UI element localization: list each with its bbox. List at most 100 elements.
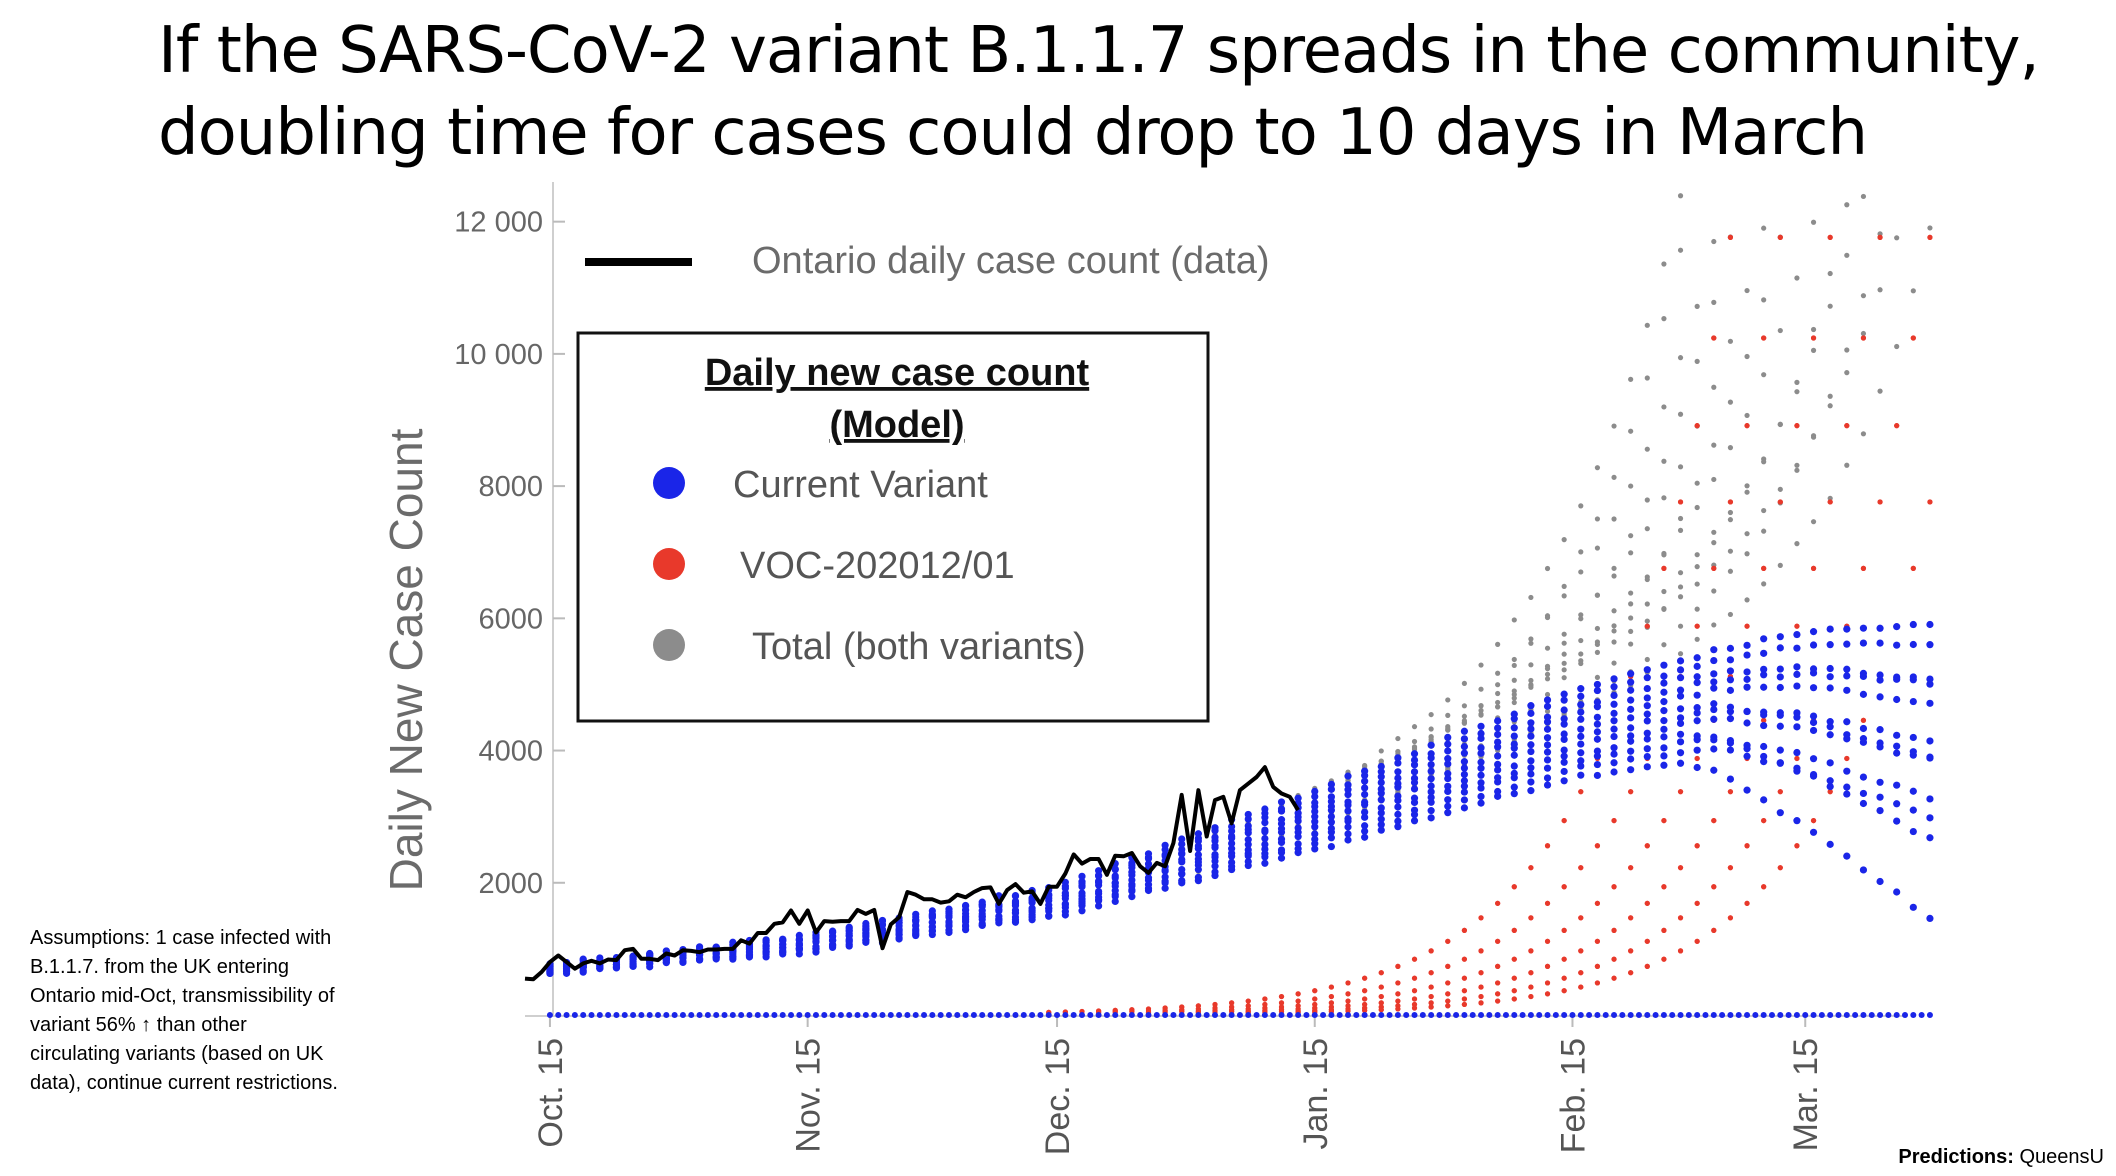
voc-point <box>1594 938 1601 944</box>
voc-point <box>1328 993 1334 1000</box>
voc-point <box>1445 980 1451 986</box>
current-variant-point <box>1527 719 1535 727</box>
voc-point <box>1578 970 1584 976</box>
current-variant-point <box>1660 733 1668 741</box>
total-point <box>1661 588 1667 595</box>
credit-value: QueensU <box>2019 1146 2105 1168</box>
total-point <box>1544 676 1551 682</box>
baseline-point <box>1926 1012 1933 1018</box>
voc-point <box>1727 865 1734 871</box>
y-tick-label: 8000 <box>478 471 543 503</box>
voc-point <box>1694 938 1700 944</box>
current-variant-point <box>1460 749 1468 757</box>
current-variant-point <box>1144 860 1153 868</box>
current-variant-point <box>1560 758 1568 766</box>
baseline-point <box>1095 1012 1102 1018</box>
current-variant-point <box>1361 767 1369 775</box>
total-point <box>1727 548 1734 554</box>
baseline-point <box>1369 1012 1376 1018</box>
current-variant-point <box>1394 810 1402 818</box>
current-variant-point <box>1760 665 1768 673</box>
current-variant-point <box>1876 726 1884 734</box>
total-point <box>1694 581 1700 587</box>
current-variant-point <box>1893 781 1901 789</box>
current-variant-point <box>1577 732 1585 741</box>
current-variant-point <box>1876 793 1884 801</box>
current-variant-point <box>1261 840 1269 849</box>
current-variant-point <box>1277 798 1286 806</box>
voc-point <box>1362 1007 1368 1013</box>
current-variant-point <box>1211 824 1219 832</box>
current-variant-point <box>1527 741 1535 749</box>
total-point <box>1511 695 1517 701</box>
current-variant-point <box>1776 665 1784 673</box>
current-variant-point <box>1361 813 1369 821</box>
baseline-point <box>987 1012 994 1018</box>
baseline-point <box>663 1012 670 1018</box>
current-variant-point <box>1643 752 1651 761</box>
total-point <box>1744 551 1750 557</box>
current-variant-point <box>1111 897 1119 905</box>
current-variant-point <box>1743 675 1751 683</box>
baseline-point <box>605 1012 612 1018</box>
total-point <box>1594 674 1601 681</box>
baseline-point <box>1511 1012 1518 1018</box>
total-point <box>1661 642 1667 648</box>
current-variant-point <box>1311 835 1319 843</box>
baseline-point <box>1802 1012 1809 1018</box>
current-variant-point <box>1394 817 1402 825</box>
current-variant-point <box>1477 771 1485 779</box>
baseline-point <box>1270 1012 1277 1018</box>
current-variant-point <box>1311 830 1319 838</box>
voc-point <box>1628 789 1634 795</box>
current-variant-point <box>1760 752 1768 761</box>
total-point <box>1727 338 1734 344</box>
voc-point <box>1860 717 1867 723</box>
voc-point <box>1461 975 1467 981</box>
voc-point <box>1927 234 1933 240</box>
baseline-point <box>713 1012 720 1018</box>
current-variant-point <box>1693 709 1701 717</box>
baseline-point <box>896 1012 903 1018</box>
current-variant-point <box>1776 673 1784 681</box>
current-variant-point <box>1344 807 1352 815</box>
current-variant-point <box>1643 710 1651 718</box>
current-variant-point <box>1859 669 1868 678</box>
baseline-point <box>1627 1012 1634 1018</box>
baseline-point <box>1162 1012 1169 1018</box>
total-point <box>1544 691 1551 698</box>
current-variant-point <box>1527 747 1535 756</box>
total-point <box>1661 261 1667 267</box>
current-variant-point <box>1028 904 1036 912</box>
current-variant-point <box>1211 868 1219 876</box>
voc-point <box>1445 938 1451 944</box>
total-point <box>1727 399 1734 405</box>
total-point <box>1544 645 1551 651</box>
total-point <box>1445 697 1451 703</box>
voc-point <box>1844 423 1850 429</box>
current-variant-point <box>1776 809 1784 817</box>
current-variant-point <box>1776 644 1784 652</box>
current-variant-point <box>1627 732 1635 740</box>
voc-point <box>1644 900 1650 906</box>
total-point <box>1528 594 1534 601</box>
current-variant-point <box>1560 767 1568 776</box>
current-variant-point <box>1859 735 1868 743</box>
baseline-point <box>1153 1012 1160 1018</box>
baseline-point <box>1902 1012 1908 1018</box>
current-variant-point <box>1726 739 1735 747</box>
total-point <box>1478 662 1484 668</box>
current-variant-point <box>1809 726 1818 735</box>
voc-point <box>1810 817 1817 824</box>
total-point <box>1877 287 1883 293</box>
current-variant-point <box>1577 749 1585 757</box>
voc-point <box>1411 1005 1418 1011</box>
total-point <box>1528 677 1534 684</box>
baseline-point <box>1852 1012 1859 1018</box>
current-variant-point <box>1178 855 1186 864</box>
current-variant-point <box>1926 620 1934 629</box>
y-tick-label: 4000 <box>478 736 543 768</box>
current-variant-point <box>1344 823 1352 831</box>
current-variant-point <box>1228 822 1236 831</box>
current-variant-point <box>1627 686 1635 694</box>
